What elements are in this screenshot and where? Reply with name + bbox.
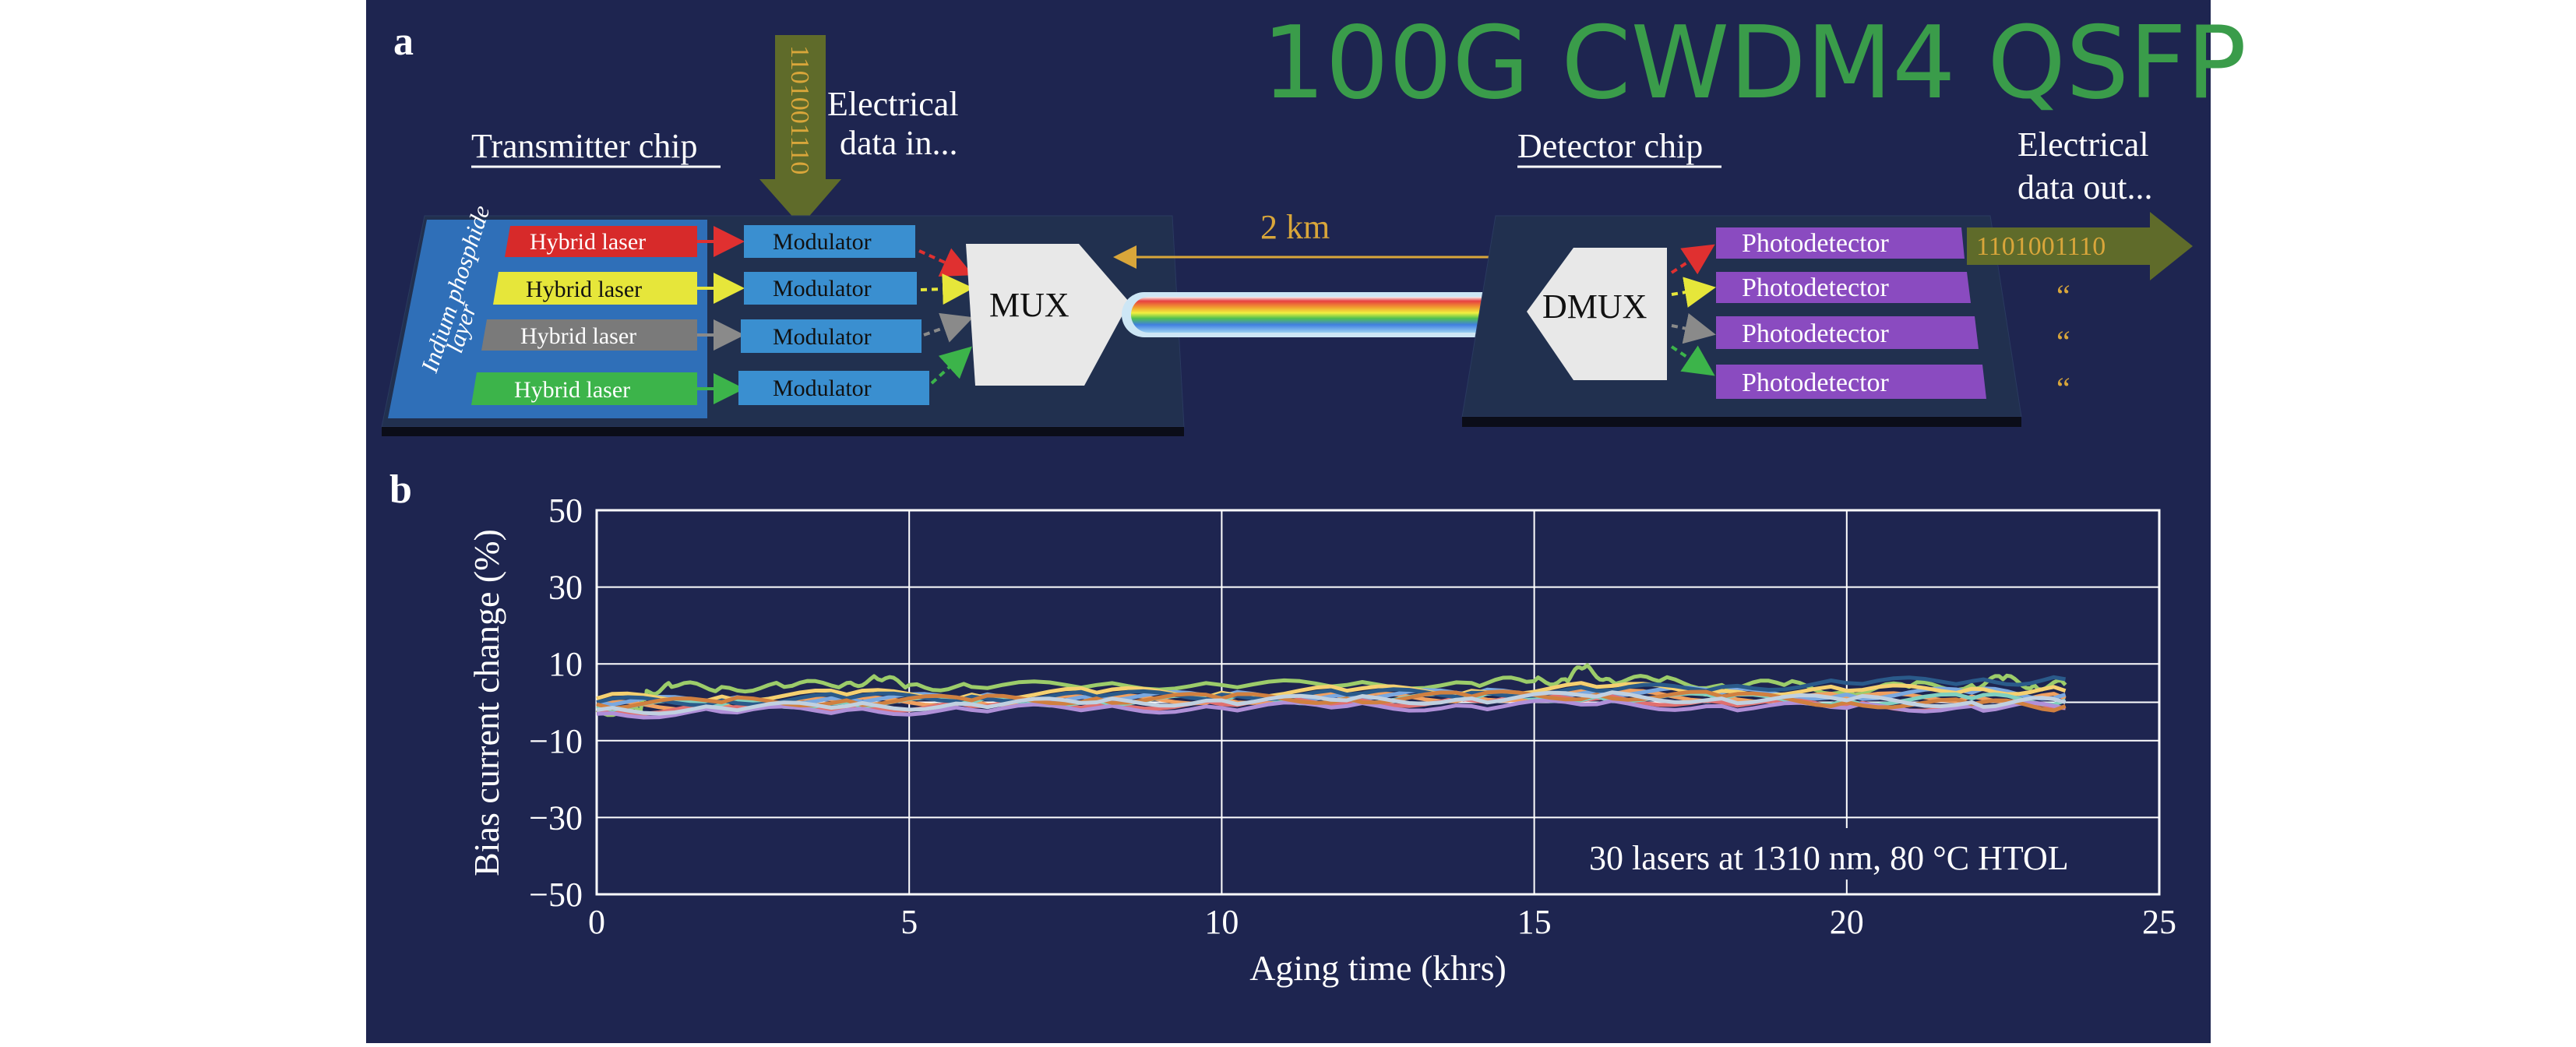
modulator-4 xyxy=(738,371,929,405)
laser-trace-7 xyxy=(596,698,2067,720)
photodetector-2 xyxy=(1716,272,1971,303)
photodetector-stack: Photodetector Photodetector Photodetecto… xyxy=(1716,227,1986,399)
dmux-label: DMUX xyxy=(1542,287,1647,326)
mux-arrow-2 xyxy=(920,273,974,305)
photodetector-2-label: Photodetector xyxy=(1742,273,1890,302)
electrical-out-line-1: Electrical xyxy=(2017,125,2149,164)
panel-a-label: a xyxy=(393,19,414,64)
modulator-1 xyxy=(744,225,915,258)
y-tick-label: −10 xyxy=(529,722,583,760)
chart-annotation: 30 lasers at 1310 nm, 80 °C HTOL xyxy=(1589,839,2069,877)
detector-chip-edge xyxy=(1462,417,2021,427)
modulator-3 xyxy=(741,319,922,353)
modulator-stack: Modulator Modulator Modulator Modulator xyxy=(738,225,929,405)
annotation-backing xyxy=(1573,828,2128,880)
data-out-arrow xyxy=(1967,212,2193,280)
y-tick-label: 10 xyxy=(548,645,583,683)
hybrid-laser-3-label: Hybrid laser xyxy=(520,323,636,349)
bias-current-chart: 0 5 10 15 20 25 −50 −30 −10 10 30 50 xyxy=(529,492,2176,941)
mux-arrow-1 xyxy=(918,248,974,277)
data-in-arrow xyxy=(759,35,841,226)
x-tick-labels: 0 5 10 15 20 25 xyxy=(588,903,2176,941)
dmux-block xyxy=(1527,248,1667,380)
ditto-mark-2: “ xyxy=(2056,324,2070,359)
laser-trace-5 xyxy=(596,681,2067,704)
x-tick-label: 5 xyxy=(900,903,918,941)
ditto-mark-3: “ xyxy=(2056,371,2070,406)
hybrid-laser-1 xyxy=(505,226,697,257)
x-tick-label: 10 xyxy=(1204,903,1239,941)
hybrid-laser-4-label: Hybrid laser xyxy=(514,377,630,403)
series-lines xyxy=(595,663,2067,720)
electrical-in-line-1: Electrical xyxy=(827,85,959,123)
y-tick-label: −50 xyxy=(529,876,583,914)
electrical-in-line-2: data in... xyxy=(840,124,958,162)
transmitter-chip-edge xyxy=(382,427,1184,436)
panel-b-background xyxy=(366,460,2211,1043)
photodetector-4-label: Photodetector xyxy=(1742,368,1890,397)
electrical-out-line-2: data out... xyxy=(2017,168,2153,206)
hybrid-laser-4 xyxy=(471,372,697,405)
diagram-title: 100G CWDM4 QSFP xyxy=(1262,5,2247,122)
hybrid-laser-2 xyxy=(493,272,697,305)
x-tick-label: 20 xyxy=(1830,903,1864,941)
laser-trace-10 xyxy=(596,690,2067,716)
panel-b-label: b xyxy=(389,467,412,512)
x-tick-label: 15 xyxy=(1517,903,1552,941)
modulator-2-label: Modulator xyxy=(773,276,872,301)
x-tick-label: 0 xyxy=(588,903,605,941)
output-bits: 1101001110 xyxy=(1976,232,2106,261)
x-axis-label: Aging time (khrs) xyxy=(1249,948,1506,988)
modulator-4-label: Modulator xyxy=(773,375,872,401)
modulator-2 xyxy=(744,272,917,305)
photodetector-1-label: Photodetector xyxy=(1742,229,1890,258)
hybrid-laser-3 xyxy=(481,319,697,351)
y-tick-labels: −50 −30 −10 10 30 50 xyxy=(529,492,583,914)
y-tick-label: −30 xyxy=(529,798,583,837)
modulator-3-label: Modulator xyxy=(773,324,872,350)
x-tick-label: 25 xyxy=(2142,903,2176,941)
y-tick-label: 50 xyxy=(548,492,583,530)
laser-stack: Hybrid laser Hybrid laser Hybrid laser H… xyxy=(471,226,697,405)
mux-arrow-4 xyxy=(930,346,972,385)
hybrid-laser-2-label: Hybrid laser xyxy=(526,277,642,302)
modulator-1-label: Modulator xyxy=(773,229,872,255)
y-tick-label: 30 xyxy=(548,569,583,607)
photodetector-3 xyxy=(1716,316,1979,349)
mux-label: MUX xyxy=(989,286,1070,324)
photodetector-4 xyxy=(1716,365,1986,399)
photodetector-3-label: Photodetector xyxy=(1742,319,1890,348)
fiber-length-label: 2 km xyxy=(1260,208,1330,246)
detector-chip-label: Detector chip xyxy=(1517,127,1703,165)
mux-arrow-3 xyxy=(923,312,974,343)
transmitter-chip-label: Transmitter chip xyxy=(471,127,697,165)
photodetector-1 xyxy=(1716,227,1965,259)
fiber-wavelengths xyxy=(1131,297,1521,333)
y-axis-label: Bias current change (%) xyxy=(467,529,506,876)
ditto-mark-1: “ xyxy=(2056,278,2070,313)
hybrid-laser-1-label: Hybrid laser xyxy=(530,229,646,255)
pd-arrow-1 xyxy=(1670,244,1715,275)
input-bits: 1101001110 xyxy=(785,45,814,174)
indium-phosphide-layer xyxy=(388,220,707,418)
pd-arrow-4 xyxy=(1670,345,1715,376)
mux-block xyxy=(966,244,1129,386)
